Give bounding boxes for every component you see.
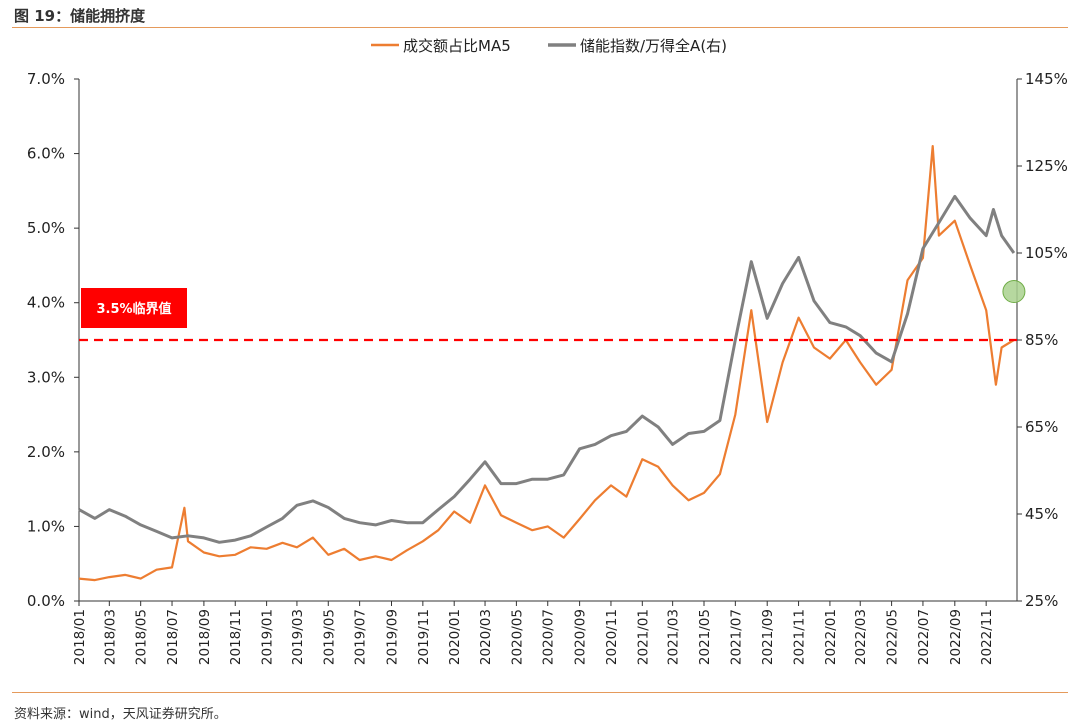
y-right-tick-label: 125%	[1025, 157, 1068, 175]
x-tick-label: 2021/05	[697, 609, 713, 665]
x-tick-label: 2020/09	[573, 609, 589, 665]
source-note: 资料来源：wind，天风证券研究所。	[14, 707, 227, 722]
y-right-tick-label: 145%	[1025, 70, 1068, 88]
x-tick-label: 2021/07	[728, 609, 744, 665]
x-tick-label: 2022/01	[823, 609, 839, 665]
series-line-1	[78, 145, 1015, 582]
x-tick-label: 2021/01	[635, 609, 651, 665]
chart: 成交额占比MA5 储能指数/万得全A(右) 0.0% 1.0% 2.0% 3.0% 4.0…	[27, 37, 1068, 665]
y-right-tick-label: 45%	[1025, 505, 1058, 523]
x-tick-label: 2021/09	[760, 609, 776, 665]
x-tick-label: 2020/03	[478, 609, 494, 665]
y-right-tick-label: 85%	[1025, 331, 1058, 349]
x-tick-label: 2019/05	[321, 609, 337, 665]
x-tick-label: 2022/09	[948, 609, 964, 665]
y-right-tick-label: 105%	[1025, 244, 1068, 262]
annotation-label: 3.5%临界值	[96, 301, 171, 317]
x-tick-label: 2019/11	[416, 609, 432, 665]
x-tick-label: 2021/11	[792, 609, 808, 665]
legend-label-2: 储能指数/万得全A(右)	[580, 37, 727, 55]
highlight-marker	[1002, 280, 1026, 304]
y-left-tick-label: 4.0%	[27, 294, 65, 312]
annotation-box	[81, 288, 187, 328]
x-tick-label: 2018/07	[165, 609, 181, 665]
y-left-tick-label: 2.0%	[27, 443, 65, 461]
x-tick-label: 2020/01	[447, 609, 463, 665]
y-left-tick-label: 3.0%	[27, 368, 65, 386]
axes: 0.0% 1.0% 2.0% 3.0% 4.0% 5.0% 6.0% 7.0% 25% 45% 65…	[27, 70, 1068, 665]
x-tick-label: 2019/03	[290, 609, 306, 665]
figure-title: 图 19：储能拥挤度	[14, 7, 146, 25]
top-rule	[12, 27, 1068, 28]
x-tick-label: 2018/01	[72, 609, 88, 665]
x-tick-label: 2018/09	[197, 609, 213, 665]
x-tick-label: 2018/03	[102, 609, 118, 665]
x-tick-label: 2022/05	[885, 609, 901, 665]
x-tick-label: 2020/07	[541, 609, 557, 665]
y-left-tick-label: 0.0%	[27, 592, 65, 610]
bottom-rule	[12, 692, 1068, 693]
x-tick-label: 2018/05	[134, 609, 150, 665]
legend: 成交额占比MA5 储能指数/万得全A(右)	[371, 37, 727, 55]
x-tick-label: 2022/03	[853, 609, 869, 665]
y-left-tick-label: 7.0%	[27, 70, 65, 88]
x-tick-label: 2019/01	[260, 609, 276, 665]
x-tick-label: 2022/07	[916, 609, 932, 665]
y-right-tick-label: 65%	[1025, 418, 1058, 436]
y-left-tick-label: 6.0%	[27, 145, 65, 163]
x-tick-label: 2019/09	[384, 609, 400, 665]
reference-layer: 3.5%临界值	[79, 280, 1026, 342]
x-tick-label: 2020/11	[604, 609, 620, 665]
x-tick-label: 2019/07	[353, 609, 369, 665]
series-line-2	[78, 194, 1016, 544]
x-tick-label: 2020/05	[509, 609, 525, 665]
y-left-tick-label: 1.0%	[27, 517, 65, 535]
y-right-tick-label: 25%	[1025, 592, 1058, 610]
x-tick-label: 2018/11	[228, 609, 244, 665]
legend-label-1: 成交额占比MA5	[403, 37, 511, 55]
x-tick-label: 2021/03	[666, 609, 682, 665]
series-layer	[78, 145, 1016, 582]
y-left-tick-label: 5.0%	[27, 219, 65, 237]
x-tick-label: 2022/11	[979, 609, 995, 665]
